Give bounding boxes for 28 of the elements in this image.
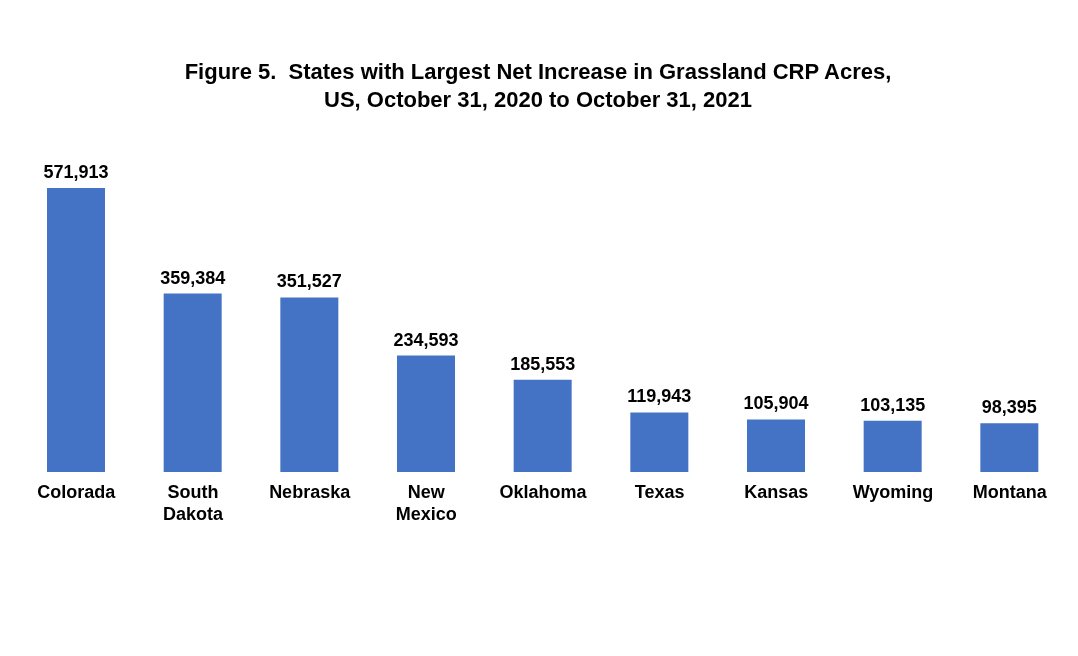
data-label: 98,395 — [981, 397, 1037, 418]
data-label: 185,553 — [510, 353, 576, 374]
bar — [163, 293, 222, 472]
x-tick-label: Texas — [634, 482, 685, 502]
data-label: 105,904 — [743, 393, 809, 414]
x-tick-label: Colorada — [37, 482, 117, 502]
data-label: 571,913 — [43, 162, 109, 182]
bar — [513, 379, 572, 472]
x-tick-label: Nebraska — [269, 482, 352, 502]
data-label: 234,593 — [393, 329, 459, 350]
data-label: 103,135 — [860, 394, 926, 415]
bar — [980, 423, 1039, 472]
x-tick-label: Montana — [972, 482, 1048, 502]
bar — [280, 297, 339, 472]
x-tick-label: Oklahoma — [499, 482, 588, 502]
x-tick-label: Wyoming — [852, 482, 934, 502]
data-label: 359,384 — [160, 267, 226, 288]
x-tick-label: Kansas — [744, 482, 809, 502]
data-label: 119,943 — [627, 386, 692, 407]
bar — [747, 419, 805, 472]
bar — [630, 412, 689, 472]
x-tick-label: New Mexico — [395, 482, 457, 524]
x-tick-label: South Dakota — [162, 482, 224, 524]
bar — [397, 355, 455, 472]
bar — [863, 420, 922, 472]
bar — [47, 188, 105, 472]
chart-title: Figure 5. States with Largest Net Increase in Grassland CRP Acres, US, October 31, 2020 to October 31, 2021 — [183, 58, 893, 114]
data-label: 351,527 — [276, 271, 342, 292]
